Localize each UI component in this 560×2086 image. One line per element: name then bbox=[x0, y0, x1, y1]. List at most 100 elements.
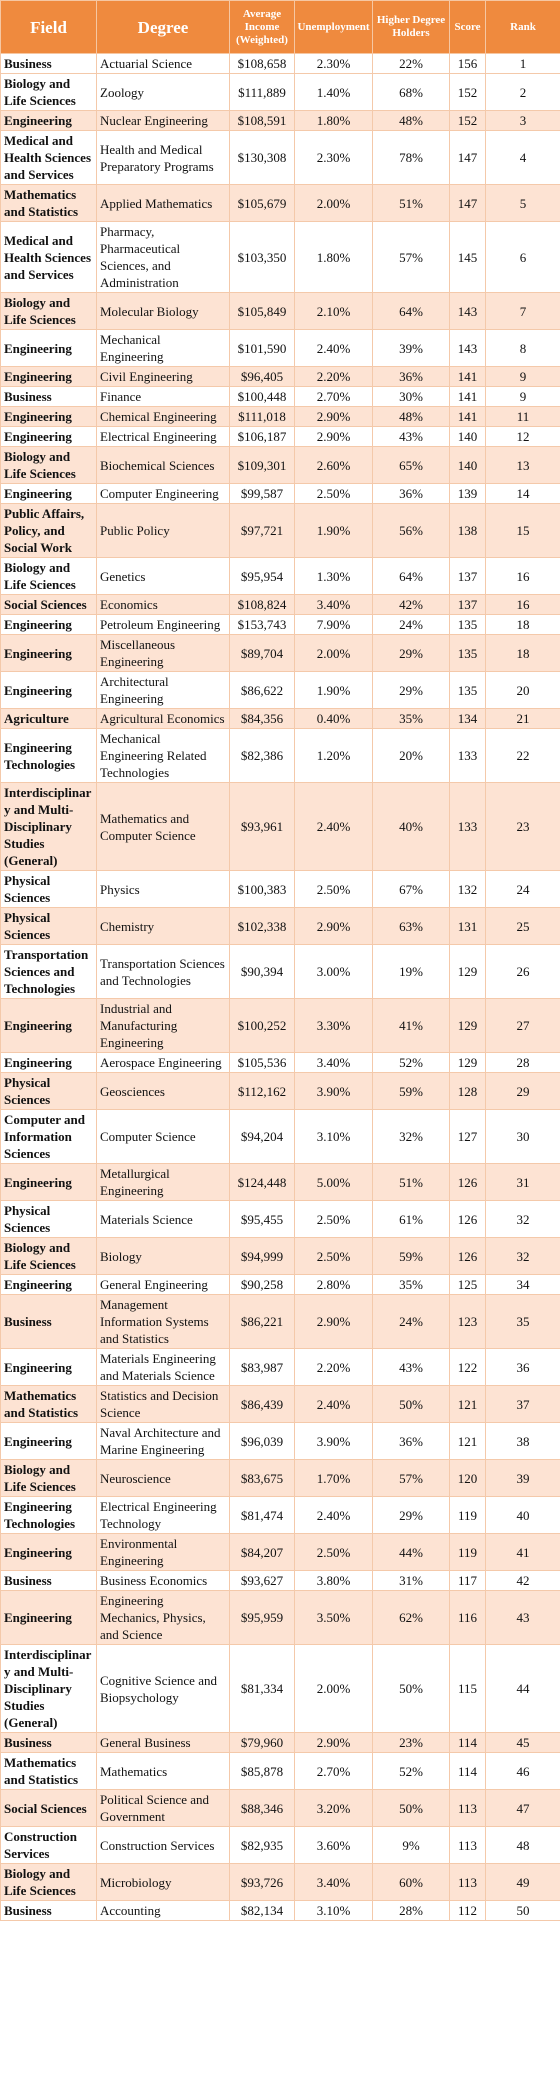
higher-degree-cell: 67% bbox=[372, 870, 450, 908]
degree-cell: Accounting bbox=[96, 1900, 230, 1921]
table-row: Physical Sciences Physics $100,383 2.50% 67%… bbox=[0, 870, 560, 908]
rank-cell: 47 bbox=[485, 1789, 560, 1827]
field-cell: Mathematics and Statistics bbox=[0, 184, 97, 222]
rank-cell: 44 bbox=[485, 1644, 560, 1733]
field-cell: Business bbox=[0, 1900, 97, 1921]
majors-table: Field Degree Average Income (Weighted) Unem… bbox=[0, 0, 560, 1921]
field-cell: Engineering bbox=[0, 671, 97, 709]
rank-cell: 34 bbox=[485, 1274, 560, 1295]
table-row: Biology and Life Sciences Biology $94,999 2… bbox=[0, 1237, 560, 1275]
unemployment-cell: 2.80% bbox=[294, 1274, 373, 1295]
higher-degree-cell: 57% bbox=[372, 1459, 450, 1497]
degree-cell: Naval Architecture and Marine Engineerin… bbox=[96, 1422, 230, 1460]
field-cell: Engineering bbox=[0, 1163, 97, 1201]
field-cell: Public Affairs, Policy, and Social Work bbox=[0, 503, 97, 558]
score-cell: 113 bbox=[449, 1863, 486, 1901]
rank-cell: 15 bbox=[485, 503, 560, 558]
income-cell: $94,204 bbox=[229, 1109, 295, 1164]
higher-degree-cell: 64% bbox=[372, 557, 450, 595]
unemployment-cell: 2.40% bbox=[294, 782, 373, 871]
degree-cell: Actuarial Science bbox=[96, 53, 230, 74]
unemployment-cell: 3.80% bbox=[294, 1570, 373, 1591]
field-cell: Engineering bbox=[0, 366, 97, 387]
score-cell: 133 bbox=[449, 782, 486, 871]
field-cell: Social Sciences bbox=[0, 1789, 97, 1827]
field-cell: Transportation Sciences and Technologies bbox=[0, 944, 97, 999]
table-row: Physical Sciences Chemistry $102,338 2.90% 6… bbox=[0, 907, 560, 945]
field-cell: Business bbox=[0, 1570, 97, 1591]
rank-cell: 6 bbox=[485, 221, 560, 293]
field-cell: Engineering bbox=[0, 1533, 97, 1571]
higher-degree-cell: 63% bbox=[372, 907, 450, 945]
table-row: Biology and Life Sciences Microbiology $93… bbox=[0, 1863, 560, 1901]
degree-cell: Microbiology bbox=[96, 1863, 230, 1901]
table-row: Biology and Life Sciences Genetics $95,954… bbox=[0, 557, 560, 595]
rank-cell: 4 bbox=[485, 130, 560, 185]
rank-cell: 49 bbox=[485, 1863, 560, 1901]
income-cell: $83,987 bbox=[229, 1348, 295, 1386]
unemployment-cell: 7.90% bbox=[294, 614, 373, 635]
score-cell: 126 bbox=[449, 1200, 486, 1238]
degree-cell: Metallurgical Engineering bbox=[96, 1163, 230, 1201]
table-row: Business Finance $100,448 2.70% 30% 141 9 bbox=[0, 386, 560, 407]
header-row: Field Degree Average Income (Weighted) Unem… bbox=[0, 0, 560, 54]
income-cell: $96,405 bbox=[229, 366, 295, 387]
header-cell: Score bbox=[449, 0, 486, 54]
degree-cell: Mathematics bbox=[96, 1752, 230, 1790]
score-cell: 114 bbox=[449, 1732, 486, 1753]
field-cell: Biology and Life Sciences bbox=[0, 73, 97, 111]
higher-degree-cell: 20% bbox=[372, 728, 450, 783]
higher-degree-cell: 59% bbox=[372, 1237, 450, 1275]
rank-cell: 18 bbox=[485, 634, 560, 672]
income-cell: $95,455 bbox=[229, 1200, 295, 1238]
degree-cell: Transportation Sciences and Technologies bbox=[96, 944, 230, 999]
field-cell: Construction Services bbox=[0, 1826, 97, 1864]
income-cell: $89,704 bbox=[229, 634, 295, 672]
higher-degree-cell: 62% bbox=[372, 1590, 450, 1645]
rank-cell: 11 bbox=[485, 406, 560, 427]
table-row: Business Accounting $82,134 3.10% 28% 112 50 bbox=[0, 1900, 560, 1921]
table-row: Engineering Civil Engineering $96,405 2.20%… bbox=[0, 366, 560, 387]
field-cell: Engineering bbox=[0, 426, 97, 447]
field-cell: Business bbox=[0, 386, 97, 407]
field-cell: Engineering bbox=[0, 614, 97, 635]
unemployment-cell: 2.20% bbox=[294, 366, 373, 387]
unemployment-cell: 2.70% bbox=[294, 1752, 373, 1790]
income-cell: $105,849 bbox=[229, 292, 295, 330]
unemployment-cell: 2.90% bbox=[294, 1732, 373, 1753]
rank-cell: 3 bbox=[485, 110, 560, 131]
higher-degree-cell: 29% bbox=[372, 1496, 450, 1534]
table-row: Engineering Petroleum Engineering $153,743… bbox=[0, 614, 560, 635]
rank-cell: 12 bbox=[485, 426, 560, 447]
income-cell: $82,134 bbox=[229, 1900, 295, 1921]
field-cell: Interdisciplinary and Multi-Disciplinary… bbox=[0, 1644, 97, 1733]
score-cell: 141 bbox=[449, 366, 486, 387]
rank-cell: 18 bbox=[485, 614, 560, 635]
degree-cell: Agricultural Economics bbox=[96, 708, 230, 729]
unemployment-cell: 3.30% bbox=[294, 998, 373, 1053]
score-cell: 117 bbox=[449, 1570, 486, 1591]
score-cell: 114 bbox=[449, 1752, 486, 1790]
unemployment-cell: 2.50% bbox=[294, 1533, 373, 1571]
degree-cell: Materials Engineering and Materials Scie… bbox=[96, 1348, 230, 1386]
income-cell: $100,383 bbox=[229, 870, 295, 908]
unemployment-cell: 2.40% bbox=[294, 1496, 373, 1534]
field-cell: Biology and Life Sciences bbox=[0, 1237, 97, 1275]
score-cell: 115 bbox=[449, 1644, 486, 1733]
degree-cell: Chemical Engineering bbox=[96, 406, 230, 427]
higher-degree-cell: 56% bbox=[372, 503, 450, 558]
unemployment-cell: 3.40% bbox=[294, 594, 373, 615]
field-cell: Medical and Health Sciences and Services bbox=[0, 130, 97, 185]
table-row: Engineering Mechanical Engineering $101,59… bbox=[0, 329, 560, 367]
score-cell: 119 bbox=[449, 1533, 486, 1571]
degree-cell: Mechanical Engineering bbox=[96, 329, 230, 367]
degree-cell: Health and Medical Preparatory Programs bbox=[96, 130, 230, 185]
degree-cell: Architectural Engineering bbox=[96, 671, 230, 709]
degree-cell: Neuroscience bbox=[96, 1459, 230, 1497]
higher-degree-cell: 29% bbox=[372, 671, 450, 709]
header-cell: Field bbox=[0, 0, 97, 54]
rank-cell: 2 bbox=[485, 73, 560, 111]
field-cell: Engineering bbox=[0, 329, 97, 367]
income-cell: $153,743 bbox=[229, 614, 295, 635]
unemployment-cell: 3.50% bbox=[294, 1590, 373, 1645]
